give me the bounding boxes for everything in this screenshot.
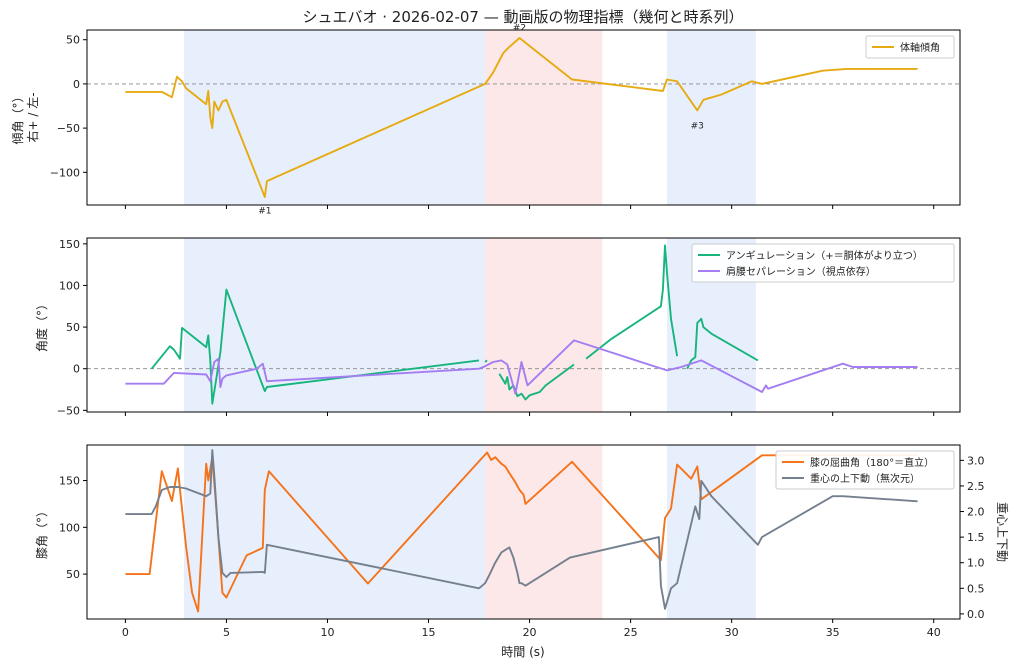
legend: 体軸傾角 — [865, 35, 955, 59]
shaded-region — [184, 30, 486, 205]
panel-1: #1 #2 #3 50 0 −50 −100 傾角（°） 右+ / 左- 体軸傾角 — [11, 23, 961, 216]
annotation: #1 — [258, 206, 271, 216]
legend: アンギュレーション（+＝胴体がより立つ） 肩腰セパレーション（視点依存） — [691, 243, 955, 283]
shaded-region — [485, 30, 603, 205]
annotation: #2 — [513, 23, 526, 33]
shaded-region — [184, 445, 486, 619]
series-line-1 — [498, 363, 575, 401]
y-axis-label: 傾角（°） — [11, 90, 25, 144]
legend-box — [865, 35, 955, 59]
y-tick-label: −100 — [50, 166, 80, 179]
plot-frame — [86, 237, 961, 413]
legend: 膝の屈曲角（180°＝直立） 重心の上下動（無次元） — [775, 450, 955, 490]
panel-2: 150 100 50 0 −50 角度（°） アンギュレーション（+＝胴体がより立つ） 肩腰セ… — [34, 237, 961, 417]
y-tick-label: 100 — [59, 279, 80, 292]
series-line-1 — [484, 359, 488, 363]
y2-tick-label: 2.5 — [967, 480, 985, 493]
series-line-2 — [125, 449, 918, 610]
series-line-1 — [125, 451, 918, 613]
shaded-region — [666, 445, 756, 619]
y-tick-label: 0 — [73, 363, 80, 376]
y-tick-label: 50 — [66, 321, 80, 334]
y-tick-label: −50 — [57, 122, 80, 135]
series-line-2 — [125, 339, 918, 395]
x-tick-label: 10 — [320, 626, 334, 639]
figure-title: シュエバオ · 2026-02-07 — 動画版の物理指標（幾何と時系列） — [302, 8, 743, 26]
x-tick-label: 25 — [624, 626, 638, 639]
y2-tick-label: 1.5 — [967, 531, 985, 544]
x-axis-label: 時間 (s) — [501, 645, 544, 659]
x-tick-label: 35 — [826, 626, 840, 639]
x-tick-label: 0 — [122, 626, 129, 639]
x-tick-label: 20 — [523, 626, 537, 639]
shaded-region — [485, 238, 603, 412]
y2-tick-label: 0.0 — [967, 608, 985, 621]
y2-tick-label: 0.5 — [967, 582, 985, 595]
x-tick-label: 5 — [223, 626, 230, 639]
shaded-region — [666, 30, 756, 205]
legend-label: 重心の上下動（無次元） — [810, 472, 920, 485]
legend-label: 膝の屈曲角（180°＝直立） — [810, 456, 934, 469]
series-line-1 — [150, 288, 480, 405]
plot-frame — [86, 29, 961, 206]
y-axis-label: 角度（°） — [34, 298, 49, 352]
series-line-1 — [686, 317, 759, 370]
y-tick-label: 150 — [59, 238, 80, 251]
legend-box — [775, 450, 955, 490]
y2-tick-label: 1.0 — [967, 557, 985, 570]
x-tick-label: 15 — [422, 626, 436, 639]
panel-3: 150 100 50 0.0 0.5 1.0 1.5 2.0 2.5 3.0 0 5 10 15 20 25 3… — [35, 444, 1009, 639]
shaded-region — [184, 238, 486, 412]
y-tick-label: 150 — [59, 475, 80, 488]
y-tick-label: 100 — [59, 521, 80, 534]
y2-tick-label: 3.0 — [967, 454, 985, 467]
x-tick-label: 30 — [725, 626, 739, 639]
y-tick-label: 50 — [66, 568, 80, 581]
y-axis-sublabel: 右+ / 左- — [25, 92, 40, 142]
legend-box — [691, 243, 955, 283]
series-line-1 — [125, 37, 918, 198]
y-tick-label: −50 — [57, 404, 80, 417]
legend-label: 肩腰セパレーション（視点依存） — [726, 265, 876, 278]
y-tick-label: 0 — [73, 78, 80, 91]
legend-label: アンギュレーション（+＝胴体がより立つ） — [726, 249, 923, 262]
legend-label: 体軸傾角 — [900, 41, 940, 54]
y-axis-label: 膝角（°） — [35, 505, 49, 559]
y2-tick-label: 2.0 — [967, 506, 985, 519]
x-tick-label: 40 — [927, 626, 941, 639]
shaded-region — [485, 445, 603, 619]
y2-axis-label: 重心上下動 — [995, 502, 1009, 562]
y-tick-label: 50 — [66, 34, 80, 47]
annotation: #3 — [691, 121, 704, 131]
plot-frame — [86, 444, 961, 620]
series-line-1 — [585, 244, 679, 360]
